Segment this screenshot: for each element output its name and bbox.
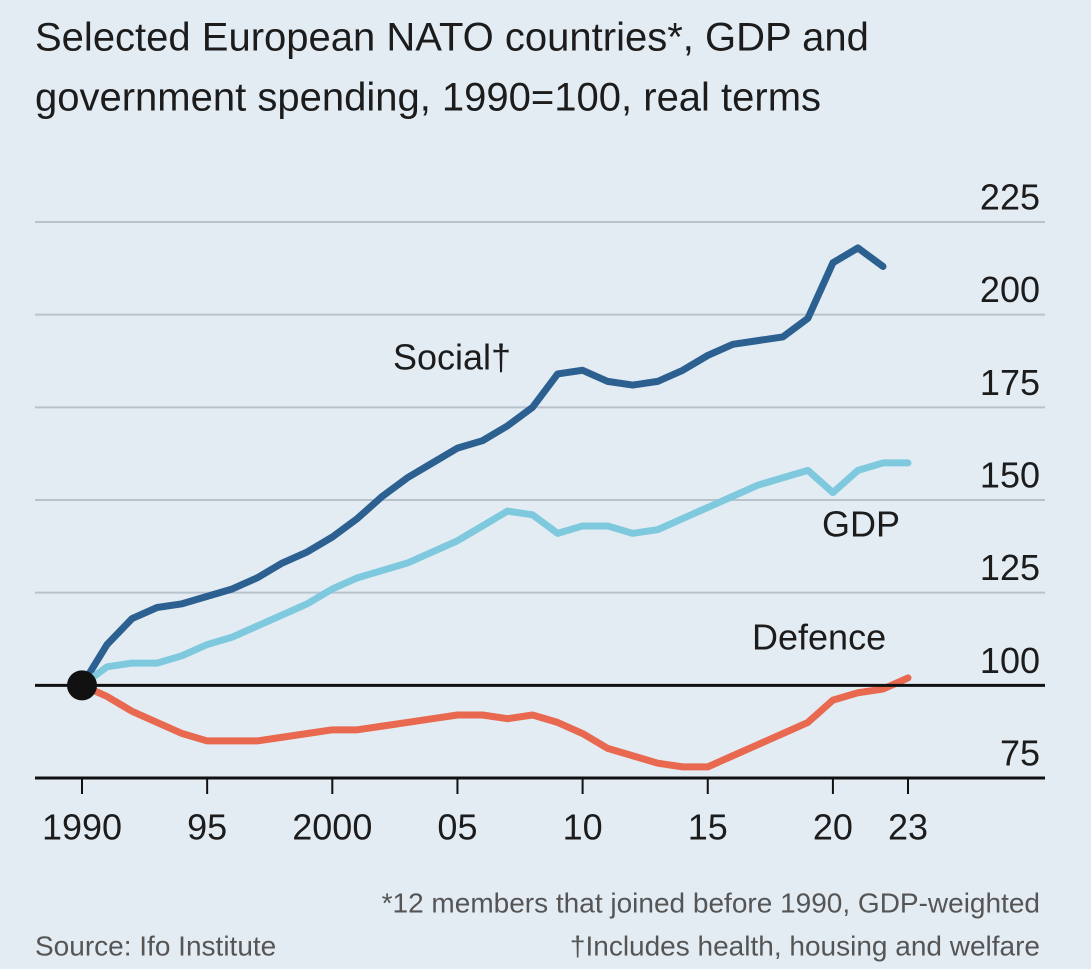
chart-title: government spending, 1990=100, real term…	[35, 76, 821, 120]
x-tick-label: 10	[563, 807, 603, 848]
x-tick-label: 15	[688, 807, 728, 848]
line-series	[78, 674, 912, 771]
series-label: Defence	[752, 617, 886, 658]
y-tick-label: 175	[980, 362, 1040, 403]
x-tick-label: 1990	[42, 807, 122, 848]
y-tick-label: 125	[980, 547, 1040, 588]
line-series	[78, 459, 912, 689]
y-tick-label: 225	[980, 177, 1040, 218]
chart-title: Selected European NATO countries*, GDP a…	[35, 16, 869, 60]
x-tick-label: 23	[888, 807, 928, 848]
x-tick-label: 05	[437, 807, 477, 848]
series-label: Social†	[393, 337, 511, 378]
line-series	[78, 244, 887, 689]
y-tick-label: 200	[980, 269, 1040, 310]
x-tick-label: 20	[813, 807, 853, 848]
origin-dot	[67, 670, 97, 701]
y-tick-label: 100	[980, 640, 1040, 681]
footnote: †Includes health, housing and welfare	[570, 930, 1040, 961]
y-tick-label: 150	[980, 455, 1040, 496]
x-tick-label: 2000	[292, 807, 372, 848]
x-tick-label: 95	[187, 807, 227, 848]
footnote: Source: Ifo Institute	[35, 930, 276, 961]
y-tick-label: 75	[1000, 733, 1040, 774]
series-label: GDP	[822, 504, 900, 545]
footnote: *12 members that joined before 1990, GDP…	[382, 887, 1040, 918]
